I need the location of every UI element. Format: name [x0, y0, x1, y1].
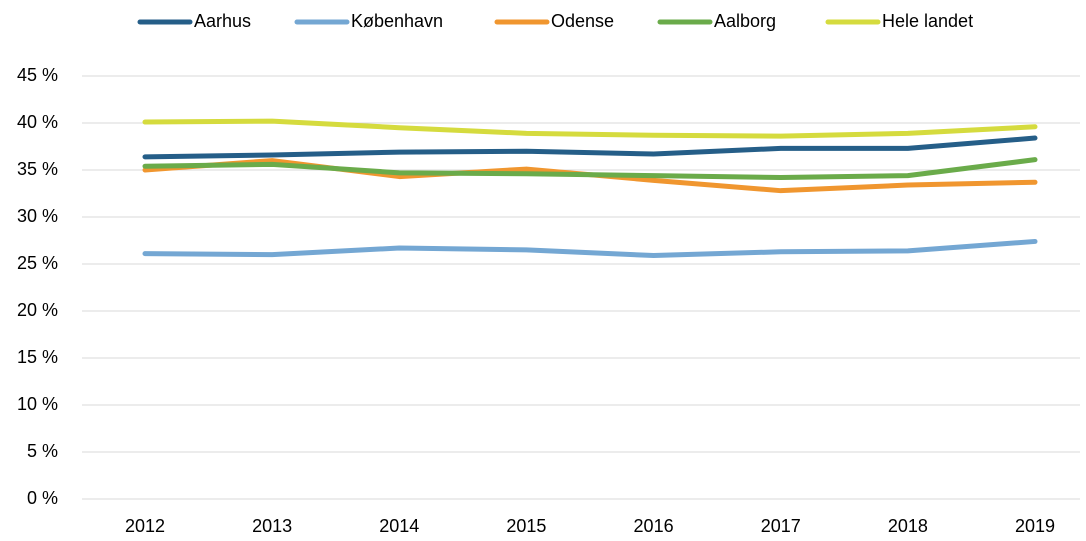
- y-tick-label: 5 %: [27, 441, 58, 461]
- x-tick-label: 2018: [888, 516, 928, 536]
- x-tick-label: 2012: [125, 516, 165, 536]
- y-tick-label: 25 %: [17, 253, 58, 273]
- line-series: [142, 135, 1038, 160]
- x-tick-label: 2017: [761, 516, 801, 536]
- x-tick-label: 2015: [506, 516, 546, 536]
- x-tick-label: 2014: [379, 516, 419, 536]
- legend-label: Hele landet: [882, 11, 973, 31]
- y-tick-label: 15 %: [17, 347, 58, 367]
- y-tick-label: 45 %: [17, 65, 58, 85]
- x-tick-label: 2019: [1015, 516, 1055, 536]
- y-tick-label: 20 %: [17, 300, 58, 320]
- line-series: [142, 157, 1038, 181]
- x-tick-label: 2013: [252, 516, 292, 536]
- line-series: [142, 238, 1038, 259]
- line-series: [142, 118, 1038, 139]
- y-tick-label: 30 %: [17, 206, 58, 226]
- y-tick-label: 35 %: [17, 159, 58, 179]
- x-tick-label: 2016: [634, 516, 674, 536]
- legend-label: Aarhus: [194, 11, 251, 31]
- legend-label: Aalborg: [714, 11, 776, 31]
- legend-label: København: [351, 11, 443, 31]
- y-tick-label: 10 %: [17, 394, 58, 414]
- legend-label: Odense: [551, 11, 614, 31]
- y-tick-label: 0 %: [27, 488, 58, 508]
- y-tick-label: 40 %: [17, 112, 58, 132]
